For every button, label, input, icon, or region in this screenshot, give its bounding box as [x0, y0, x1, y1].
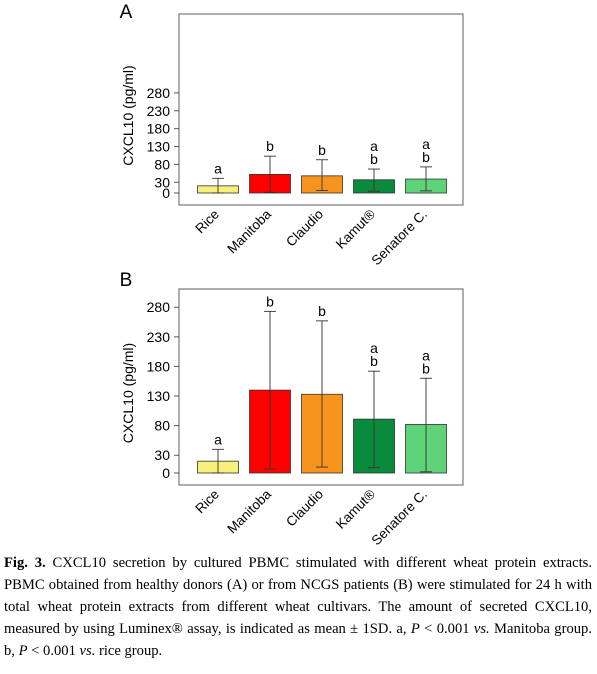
y-tick-label: 130 — [147, 139, 171, 155]
significance-label: a — [422, 136, 430, 152]
x-tick-label: Claudio — [283, 207, 326, 250]
y-tick-label: 180 — [147, 121, 171, 137]
y-axis-label: CXCL10 (pg/ml) — [120, 65, 136, 165]
plot-frame — [178, 13, 464, 206]
significance-label: a — [370, 340, 378, 356]
significance-label: b — [266, 293, 274, 309]
significance-label: a — [422, 347, 430, 363]
significance-label: a — [214, 431, 222, 447]
y-axis-label: CXCL10 (pg/ml) — [120, 343, 136, 443]
significance-label: b — [422, 360, 430, 376]
y-tick-label: 230 — [147, 103, 171, 119]
caption-text: < 0.001 — [419, 621, 474, 637]
significance-label: a — [370, 138, 378, 154]
x-tick-label: Claudio — [283, 487, 326, 530]
caption-vs: vs. — [473, 621, 490, 637]
y-tick-label: 130 — [147, 388, 171, 404]
y-tick-label: 280 — [147, 299, 171, 315]
significance-label: a — [214, 160, 222, 176]
x-tick-label: Rice — [192, 207, 222, 237]
y-tick-label: 0 — [162, 185, 170, 201]
caption-p: P — [410, 621, 420, 637]
y-tick-label: 0 — [162, 465, 170, 481]
y-tick-label: 80 — [154, 418, 170, 434]
y-tick-label: 30 — [154, 174, 170, 190]
x-tick-label: Senatore C. — [369, 207, 431, 269]
y-tick-label: 180 — [147, 358, 171, 374]
caption-label: Fig. 3. — [4, 555, 46, 571]
x-tick-label: Senatore C. — [369, 487, 431, 545]
caption-text: < 0.001 — [27, 643, 80, 659]
caption-vs: vs. — [79, 643, 96, 659]
panel-label: B — [120, 270, 133, 291]
significance-label: b — [370, 151, 378, 167]
caption-text: Manitoba group. b, — [4, 621, 592, 659]
plot-frame — [178, 288, 464, 486]
x-tick-label: Manitoba — [224, 486, 274, 536]
significance-label: b — [266, 138, 274, 154]
y-tick-label: 80 — [154, 156, 170, 172]
y-tick-label: 280 — [147, 85, 171, 101]
x-tick-label: Manitoba — [224, 206, 274, 256]
significance-label: b — [318, 142, 326, 158]
caption-text: rice group. — [95, 643, 163, 659]
significance-label: b — [370, 353, 378, 369]
significance-label: b — [318, 303, 326, 319]
x-tick-label: Kamut® — [333, 486, 378, 531]
caption-p: P — [18, 643, 28, 659]
x-tick-label: Kamut® — [333, 206, 378, 251]
caption-text: CXCL10 secretion by cultured PBMC stimul… — [4, 555, 592, 637]
y-tick-label: 30 — [154, 447, 170, 463]
y-tick-label: 230 — [147, 329, 171, 345]
panel-label: A — [120, 2, 133, 23]
figure-caption: Fig. 3. CXCL10 secretion by cultured PBM… — [4, 552, 592, 662]
significance-label: b — [422, 149, 430, 165]
x-tick-label: Rice — [192, 487, 222, 517]
panel-b: B 0 30 80 130 180 230 280 CXCL10 (pg/ml) a Rice b Ma… — [120, 270, 464, 545]
